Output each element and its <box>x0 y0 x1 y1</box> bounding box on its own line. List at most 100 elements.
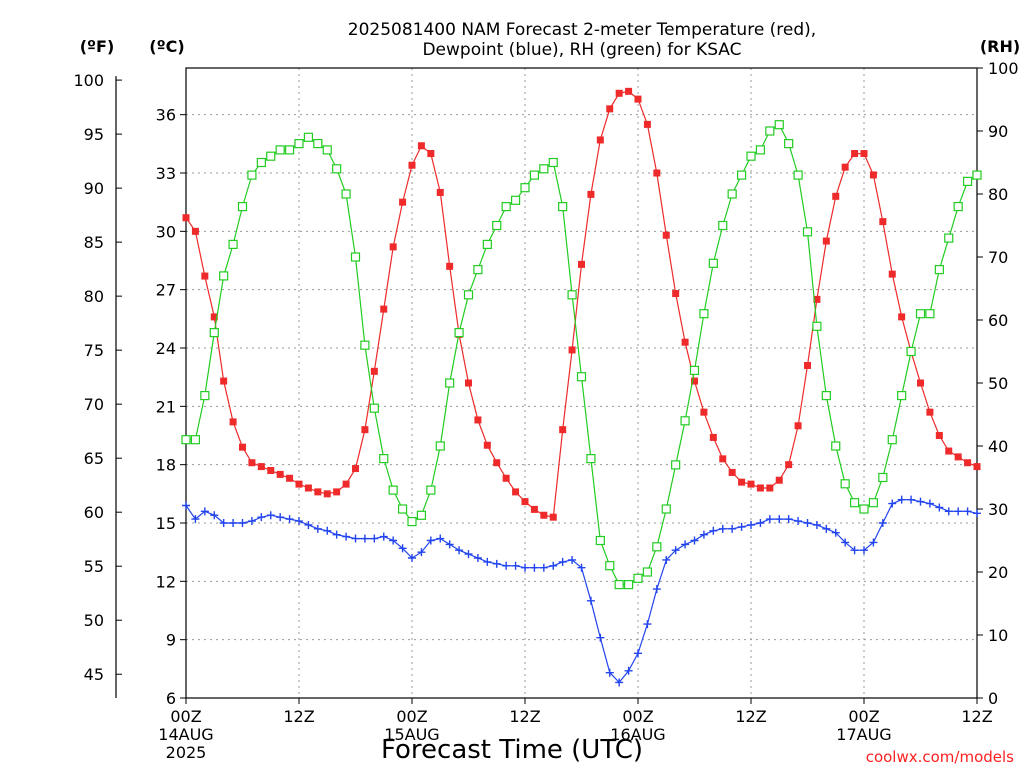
dewpoint-point <box>530 563 539 572</box>
temperature-point <box>587 190 595 198</box>
dewpoint-point <box>455 546 464 555</box>
dewpoint-point <box>709 526 718 535</box>
rh-tick-label: 70 <box>988 248 1008 267</box>
x-tick-label: 15AUG <box>384 725 439 744</box>
rh-point <box>294 139 304 149</box>
temperature-point <box>832 192 840 200</box>
rh-point <box>915 309 926 319</box>
rh-tick-label: 0 <box>988 689 998 708</box>
dewpoint-point <box>963 507 972 516</box>
temperature-point <box>276 470 284 478</box>
dewpoint-point <box>925 499 934 508</box>
temperature-point <box>898 313 906 321</box>
rh-point <box>934 265 944 275</box>
dewpoint-point <box>747 520 755 529</box>
temperature-point <box>719 455 727 463</box>
dewpoint-point <box>436 534 445 543</box>
dewpoint-point <box>831 528 840 537</box>
temperature-point <box>662 231 670 239</box>
rh-tick-label: 90 <box>988 122 1008 141</box>
temperature-point <box>530 505 538 513</box>
temperature-point <box>747 480 755 488</box>
x-tick-label: 17AUG <box>836 725 891 744</box>
dewpoint-point <box>803 519 812 527</box>
rh-point <box>284 145 295 155</box>
dewpoint-point <box>521 563 529 572</box>
temperature-point <box>370 367 378 375</box>
dewpoint-point <box>408 554 416 562</box>
temperature-point <box>493 459 501 467</box>
temperature-point <box>625 87 633 95</box>
rh-point <box>416 510 427 520</box>
celsius-tick-label: 15 <box>156 514 176 533</box>
celsius-tick-label: 33 <box>156 164 176 183</box>
rh-point <box>944 233 954 243</box>
celsius-tick-label: 21 <box>156 397 176 416</box>
fahrenheit-tick-label: 55 <box>84 557 104 576</box>
temperature-point <box>182 214 190 222</box>
rh-point <box>576 372 587 382</box>
temperature-point <box>578 260 585 268</box>
dewpoint-point <box>182 501 190 510</box>
temperature-point <box>474 416 482 424</box>
temperature-point <box>220 377 228 385</box>
x-tick-label: 16AUG <box>610 725 665 744</box>
temperature-point <box>756 484 764 492</box>
rh-tick-label: 10 <box>988 626 1008 645</box>
temperature-point <box>559 426 567 434</box>
chart-title-line1: 2025081400 NAM Forecast 2-meter Temperat… <box>348 20 816 40</box>
temperature-point <box>606 105 614 113</box>
rh-point <box>680 416 690 426</box>
rh-point <box>708 258 718 268</box>
dewpoint-point <box>191 515 200 524</box>
x-axis-label: Forecast Time (UTC) <box>381 735 643 765</box>
dewpoint-point <box>615 678 624 687</box>
rh-tick-label: 100 <box>988 59 1019 78</box>
dewpoint-point <box>775 515 784 524</box>
dewpoint-point <box>624 666 633 675</box>
rh-point <box>539 164 549 174</box>
temperature-point <box>869 171 877 179</box>
temperature-point <box>191 227 199 235</box>
temperature-point <box>399 198 407 206</box>
rh-point <box>360 340 370 350</box>
dewpoint-point <box>577 563 586 572</box>
dewpoint-point <box>360 534 369 543</box>
rh-tick-label: 40 <box>988 437 1008 456</box>
temperature-point <box>323 490 331 498</box>
rh-point <box>774 120 784 130</box>
celsius-tick-label: 18 <box>156 456 176 475</box>
temperature-point <box>512 488 520 496</box>
credit-text: coolwx.com/models <box>866 748 1014 766</box>
rh-point <box>322 145 332 155</box>
temperature-point <box>794 422 802 430</box>
x-tick-label: 14AUG <box>158 725 213 744</box>
dewpoint-point <box>643 620 652 629</box>
rh-point <box>595 535 605 546</box>
rh-point <box>605 561 615 571</box>
temperature-point <box>521 498 529 506</box>
dewpoint-point <box>200 507 209 516</box>
temperature-point <box>738 478 746 486</box>
rh-point <box>256 157 266 168</box>
temperature-point <box>766 484 774 492</box>
rh-point <box>492 220 502 231</box>
fahrenheit-unit-label: (ºF) <box>80 37 115 56</box>
celsius-tick-label: 30 <box>156 222 176 241</box>
temperature-point <box>267 467 275 474</box>
rh-point <box>878 472 888 483</box>
dewpoint-point <box>483 557 492 566</box>
temperature-point <box>286 474 294 482</box>
temperature-point <box>257 463 265 471</box>
rh-point <box>652 542 662 552</box>
temperature-point <box>568 346 576 354</box>
rh-tick-label: 30 <box>988 500 1008 519</box>
temperature-point <box>841 163 849 171</box>
dewpoint-point <box>313 524 322 533</box>
rh-point <box>812 321 822 331</box>
dewpoint-point <box>605 668 614 677</box>
fahrenheit-tick-label: 85 <box>84 233 104 252</box>
dewpoint-point <box>304 520 313 529</box>
dewpoint-point <box>812 520 821 529</box>
